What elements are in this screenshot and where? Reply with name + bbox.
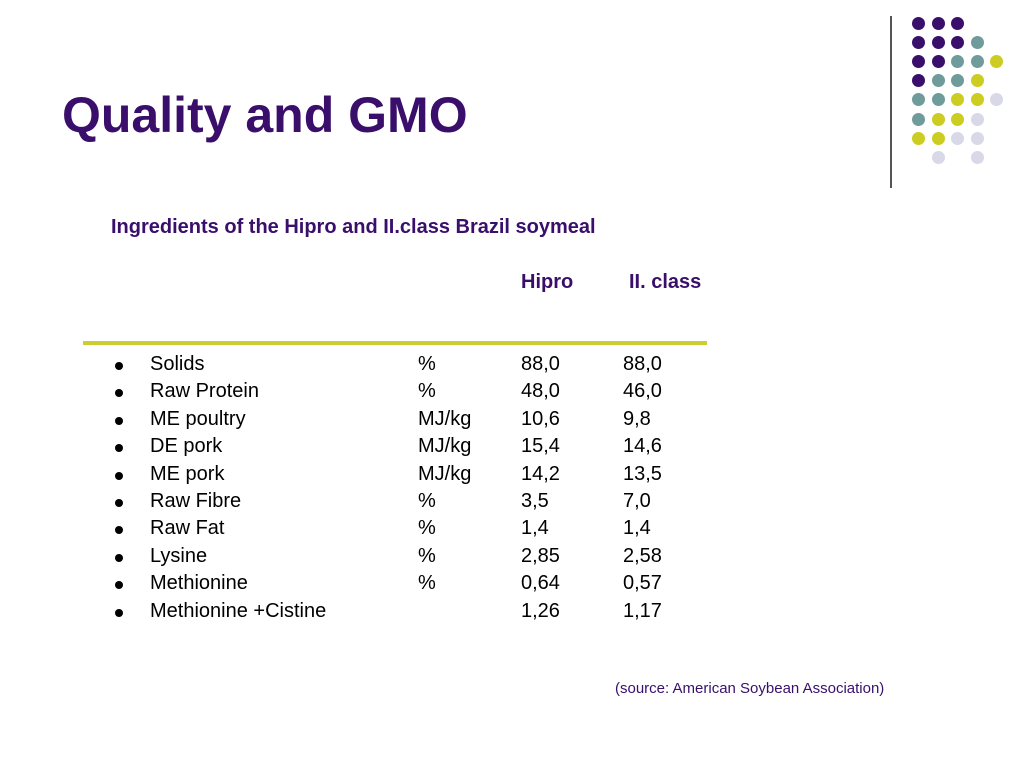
ingredient-name: Solids xyxy=(150,353,205,375)
decorative-dot xyxy=(970,36,984,50)
decorative-dot xyxy=(931,150,945,164)
second-class-value: 7,0 xyxy=(623,490,651,512)
ingredient-unit: MJ/kg xyxy=(418,462,472,485)
decorative-dot xyxy=(951,55,964,69)
hipro-value: 3,5 xyxy=(521,490,549,512)
hipro-value: 1,26 xyxy=(521,599,560,622)
decorative-dot xyxy=(951,36,964,50)
decorative-dot xyxy=(912,17,925,30)
second-class-value: 0,57 xyxy=(623,572,662,595)
ingredient-name: Raw Protein xyxy=(150,380,259,403)
ingredient-unit: % xyxy=(418,544,436,567)
ingredient-unit: MJ/kg xyxy=(418,407,472,430)
second-class-value: 88,0 xyxy=(623,353,662,375)
ingredient-row: Raw Fat% 1,4 1,4 xyxy=(0,517,760,544)
bullet-icon xyxy=(115,581,123,590)
hipro-value: 2,85 xyxy=(521,544,560,567)
source-citation: (source: American Soybean Association) xyxy=(615,680,885,697)
column-header-hipro: Hipro xyxy=(521,271,574,293)
ingredient-name: Raw Fibre xyxy=(150,490,242,512)
ingredient-row: ME poultry MJ/kg 10,6 9,8 xyxy=(0,408,760,435)
decorative-dot xyxy=(951,74,964,88)
ingredient-name: DE pork xyxy=(150,435,223,458)
decorative-dot xyxy=(912,36,925,50)
column-header-second-class: II. class xyxy=(629,271,702,293)
bullet-icon xyxy=(115,389,123,398)
decorative-dot xyxy=(970,112,984,126)
ingredient-name: Methionine +Cistine xyxy=(150,599,327,622)
ingredient-unit: % xyxy=(418,517,436,540)
ingredient-name: ME pork xyxy=(150,462,225,485)
hipro-value: 88,0 xyxy=(521,353,560,375)
ingredient-row: Lysine% 2,85 2,58 xyxy=(0,545,760,572)
second-class-value: 46,0 xyxy=(623,380,662,403)
decorative-dot xyxy=(951,17,964,30)
ingredient-row: Methionine% 0,64 0,57 xyxy=(0,572,760,599)
decorative-dot xyxy=(931,17,945,30)
bullet-icon xyxy=(115,444,123,453)
hipro-value: 48,0 xyxy=(521,380,560,403)
decorative-dot xyxy=(912,55,925,69)
decorative-dot xyxy=(970,74,984,88)
decorative-dot xyxy=(951,131,964,145)
ingredient-row: Solids% 88,0 88,0 xyxy=(0,353,760,380)
decorative-vertical-line xyxy=(890,16,892,188)
bullet-icon xyxy=(115,608,123,617)
hipro-value: 1,4 xyxy=(521,517,549,540)
slide-title: Quality and GMO xyxy=(62,87,468,143)
second-class-value: 9,8 xyxy=(623,407,651,430)
bullet-icon xyxy=(115,471,123,480)
bullet-icon xyxy=(115,526,123,535)
decorative-dot xyxy=(931,93,945,107)
hipro-value: 0,64 xyxy=(521,572,560,595)
second-class-value: 1,17 xyxy=(623,599,662,622)
decorative-dot xyxy=(970,150,984,164)
ingredient-name: Raw Fat xyxy=(150,517,225,540)
decorative-dot xyxy=(912,93,925,107)
ingredient-row: Raw Fibre% 3,5 7,0 xyxy=(0,490,760,517)
table-caption: Ingredients of the Hipro and II.class Br… xyxy=(111,216,596,238)
ingredient-row: DE pork MJ/kg 15,4 14,6 xyxy=(0,435,760,462)
hipro-value: 14,2 xyxy=(521,462,560,485)
decorative-dot xyxy=(970,55,984,69)
bullet-icon xyxy=(115,499,123,507)
decorative-dot xyxy=(970,93,984,107)
ingredient-unit: MJ/kg xyxy=(418,435,472,458)
second-class-value: 1,4 xyxy=(623,517,651,540)
ingredient-name: Methionine xyxy=(150,572,248,595)
decorative-dot xyxy=(990,93,1003,107)
decorative-dot xyxy=(912,112,925,126)
ingredient-name: Lysine xyxy=(150,544,208,567)
decorative-dot xyxy=(931,74,945,88)
decorative-dot xyxy=(931,131,945,145)
decorative-dot xyxy=(912,74,925,88)
bullet-icon xyxy=(115,416,123,425)
decorative-dot xyxy=(931,112,945,126)
hipro-value: 15,4 xyxy=(521,435,560,458)
hipro-value: 10,6 xyxy=(521,407,560,430)
ingredient-unit: % xyxy=(418,380,436,403)
ingredient-unit: % xyxy=(418,353,436,375)
ingredient-unit: % xyxy=(418,572,436,595)
decorative-dot xyxy=(990,55,1003,69)
decorative-dot xyxy=(951,93,964,107)
second-class-value: 13,5 xyxy=(623,462,662,485)
second-class-value: 14,6 xyxy=(623,435,662,458)
ingredient-row: ME pork MJ/kg 14,2 13,5 xyxy=(0,463,760,490)
ingredient-row: Methionine +Cistine 1,26 1,17 xyxy=(0,600,760,627)
decorative-dot xyxy=(970,131,984,145)
ingredient-row: Raw Protein % 48,0 46,0 xyxy=(0,380,760,407)
decorative-dot xyxy=(931,55,945,69)
ingredient-name: ME poultry xyxy=(150,407,246,430)
second-class-value: 2,58 xyxy=(623,544,662,567)
ingredient-unit: % xyxy=(418,490,436,512)
bullet-icon xyxy=(115,553,123,562)
decorative-dot xyxy=(912,131,925,145)
decorative-dot xyxy=(951,112,964,126)
decorative-dot xyxy=(931,36,945,50)
header-divider xyxy=(83,341,707,345)
bullet-icon xyxy=(115,362,123,370)
